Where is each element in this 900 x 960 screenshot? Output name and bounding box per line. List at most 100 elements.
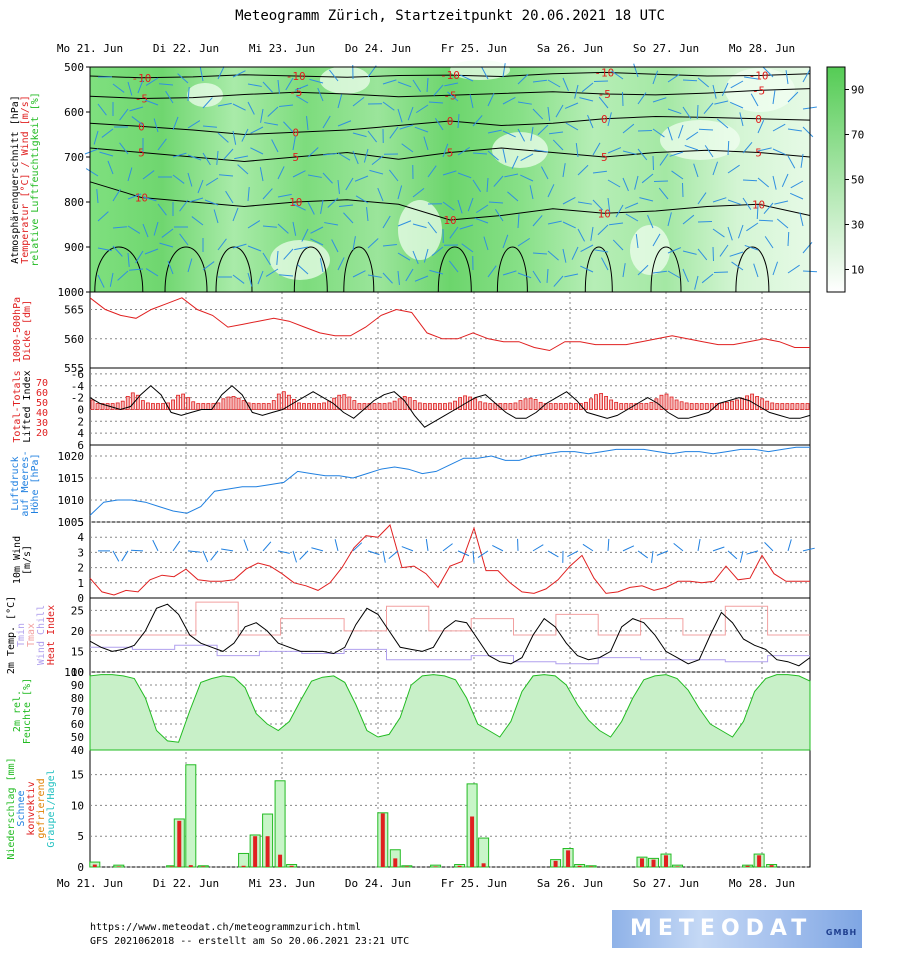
wind-barb <box>677 124 684 139</box>
precip-convective-bar <box>380 813 385 867</box>
total-totals-bar <box>347 396 352 410</box>
total-totals-bar <box>241 400 246 410</box>
wind-barb <box>701 273 714 284</box>
wind-barb <box>493 175 504 187</box>
total-totals-bar <box>100 403 105 410</box>
wind-barb <box>345 177 354 191</box>
wind-barb <box>460 74 474 82</box>
wind10m-tick-label: 1 <box>77 577 84 590</box>
wind-barb <box>205 177 219 186</box>
wind-barb <box>577 201 592 205</box>
total-totals-bar <box>558 403 563 410</box>
total-totals-bar <box>161 403 165 410</box>
wind-barb <box>434 117 444 131</box>
total-totals-bar <box>644 403 649 410</box>
wind-barb <box>213 209 219 224</box>
wind-direction-arrow <box>243 539 249 552</box>
wind-barb <box>532 252 548 255</box>
wind-barb <box>292 136 296 151</box>
wind-barb <box>112 188 121 202</box>
total-totals-bar <box>765 400 770 410</box>
humidity-tick-label: 100 <box>64 666 84 679</box>
precip-total-bar <box>478 837 490 868</box>
logo-suffix: GMBH <box>825 928 858 937</box>
total-totals-bar <box>533 398 538 410</box>
wind-barb <box>787 128 802 132</box>
wind-barb <box>667 247 682 254</box>
wind-barb <box>667 270 681 279</box>
wind-barb <box>145 77 159 86</box>
wind-barb <box>764 236 774 249</box>
footer-url[interactable]: https://www.meteodat.ch/meteogrammzurich… <box>90 922 361 933</box>
wind-barb <box>534 149 549 153</box>
humidity-area <box>89 674 811 751</box>
dry-patch-8 <box>270 240 330 280</box>
wind-barb <box>552 139 564 151</box>
wind-barb <box>202 261 215 271</box>
wind-direction-arrow <box>277 550 290 554</box>
precip-convective-bar <box>640 858 644 867</box>
dry-patch-2 <box>398 200 442 260</box>
wind-direction-arrow <box>472 550 475 563</box>
wind-barb <box>397 252 411 261</box>
wind-barb <box>328 69 339 82</box>
total-totals-bar <box>256 403 261 410</box>
total-totals-bar <box>417 402 422 410</box>
humidity-tick-label: 40 <box>71 744 84 757</box>
total-totals-bar <box>226 396 231 410</box>
stability-tick-label: 0 <box>77 403 84 416</box>
wind-barb <box>319 258 324 273</box>
total-totals-bar <box>523 398 528 410</box>
wind-barb <box>600 257 609 271</box>
temperature-tick-label: 10 <box>71 666 84 679</box>
total-totals-bar <box>412 400 417 410</box>
wind-barb <box>750 93 759 107</box>
wind-barb <box>712 84 717 99</box>
wind-barb <box>562 221 576 229</box>
thickness-ylabel: Dicke [dm] <box>22 300 33 360</box>
total-totals-bar <box>488 403 493 410</box>
wind-barb <box>615 204 624 218</box>
wind-barb <box>727 140 730 156</box>
wind-barb <box>457 146 471 156</box>
wind-barb <box>659 153 669 166</box>
total-totals-bar <box>266 403 271 410</box>
wind-barb <box>397 108 403 123</box>
wind-barb <box>161 228 174 238</box>
wind-barb <box>785 70 789 85</box>
wind-barb <box>546 268 549 284</box>
precip-convective-bar <box>589 866 594 867</box>
wind-barb <box>772 123 786 132</box>
temperature-line <box>89 603 811 667</box>
wind-barb <box>388 169 399 182</box>
wind-barb <box>622 177 629 192</box>
wind-barb <box>232 243 247 249</box>
wind-barb <box>712 197 727 203</box>
wind-barb <box>217 238 227 251</box>
wind-barb <box>279 104 294 107</box>
humidity-ylabel: 2m rel. <box>12 690 23 732</box>
wind-barb <box>712 228 725 238</box>
wind-barb <box>742 197 752 210</box>
wind-barb <box>682 214 695 225</box>
total-totals-bar <box>568 403 573 410</box>
wind10m-tick-label: 3 <box>77 546 84 559</box>
wind-barb <box>415 104 429 114</box>
total-totals-bar <box>760 398 765 410</box>
total-totals-bar <box>140 400 145 410</box>
wind-barb <box>647 214 654 229</box>
tmin-steps <box>90 644 810 665</box>
wind-barb <box>502 234 509 249</box>
wind-barb <box>721 82 729 96</box>
isotherm-label: -10 <box>749 70 769 83</box>
wind-direction-arrow <box>352 542 363 552</box>
wind-barb <box>697 192 707 205</box>
wind-barb <box>153 221 159 236</box>
total-totals-bar <box>297 402 301 410</box>
wind10m-tick-label: 2 <box>77 562 84 575</box>
total-totals-bar <box>704 403 709 410</box>
dry-patch-4 <box>660 120 740 160</box>
wind10m-tick-label: 0 <box>77 592 84 605</box>
wind-barb <box>532 270 542 284</box>
total-totals-bar <box>317 403 322 410</box>
